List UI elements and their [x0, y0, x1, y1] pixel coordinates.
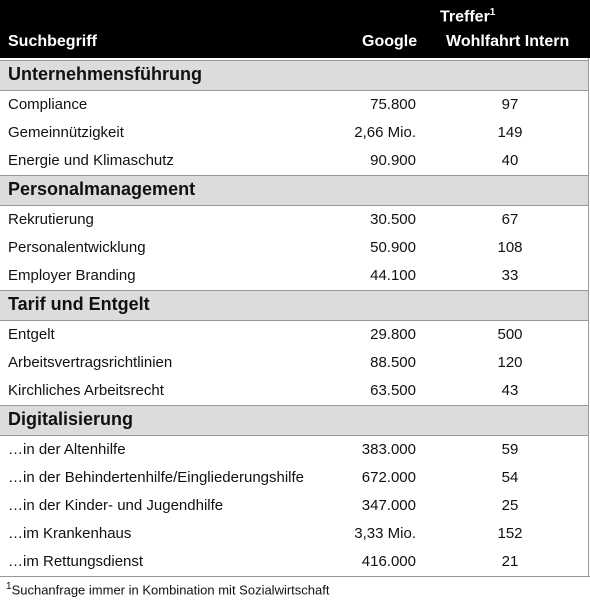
google-hits: 63.500: [370, 382, 416, 399]
row-label: Kirchliches Arbeitsrecht: [8, 382, 164, 399]
intern-hits: 500: [497, 326, 523, 343]
google-hits: 44.100: [370, 267, 416, 284]
column-header: Suchbegriff: [8, 33, 97, 50]
intern-hits: 21: [501, 553, 519, 570]
intern-hits: 152: [497, 525, 523, 542]
intern-hits: 67: [501, 211, 519, 228]
google-hits: 416.000: [361, 553, 416, 570]
google-hits: 30.500: [370, 211, 416, 228]
footnote-text: Suchanfrage immer in Kombination mit Soz…: [11, 582, 330, 598]
table-header: [0, 0, 590, 58]
section-row: [0, 290, 588, 321]
intern-hits: 120: [497, 354, 523, 371]
google-hits: 88.500: [370, 354, 416, 371]
footer-rule: [0, 576, 590, 577]
group-header: Treffer1: [440, 7, 495, 26]
row-label: …in der Behindertenhilfe/Eingliederungsh…: [8, 469, 305, 486]
google-hits: 75.800: [370, 96, 416, 113]
row-label: …im Krankenhaus: [8, 525, 132, 542]
footnote: 1Suchanfrage immer in Kombination mit So…: [6, 581, 329, 597]
google-hits: 672.000: [361, 469, 416, 486]
intern-hits: 108: [497, 239, 523, 256]
section-title: Digitalisierung: [8, 409, 134, 429]
intern-hits: 54: [501, 469, 519, 486]
section-title: Unternehmensführung: [8, 64, 203, 84]
group-title: Treffer: [440, 8, 490, 26]
row-label: …in der Kinder- und Jugendhilfe: [8, 497, 224, 514]
google-hits: 383.000: [361, 441, 416, 458]
row-label: Employer Branding: [8, 267, 136, 284]
section-row: [0, 60, 588, 91]
google-hits: 90.900: [370, 152, 416, 169]
footnote-marker: 1: [489, 7, 496, 18]
row-label: Personalentwicklung: [8, 239, 146, 256]
row-label: Compliance: [8, 96, 88, 113]
intern-hits: 33: [501, 267, 519, 284]
google-hits: 3,33 Mio.: [354, 525, 416, 542]
intern-hits: 97: [501, 96, 519, 113]
intern-hits: 59: [501, 441, 519, 458]
row-label: …im Rettungsdienst: [8, 553, 144, 570]
row-label: Energie und Klimaschutz: [8, 152, 174, 169]
intern-hits: 40: [501, 152, 519, 169]
intern-hits: 43: [501, 382, 519, 399]
google-hits: 50.900: [370, 239, 416, 256]
row-label: Entgelt: [8, 326, 55, 343]
right-border: [588, 58, 589, 576]
google-hits: 2,66 Mio.: [354, 124, 416, 141]
google-hits: 347.000: [361, 497, 416, 514]
row-label: …in der Altenhilfe: [8, 441, 126, 458]
column-header: Wohlfahrt Intern: [446, 33, 570, 50]
row-label: Gemeinnützigkeit: [8, 124, 124, 141]
google-hits: 29.800: [370, 326, 416, 343]
row-label: Arbeitsvertragsrichtlinien: [8, 354, 173, 371]
column-header: Google: [362, 33, 418, 50]
section-title: Personalmanagement: [8, 179, 196, 199]
section-row: [0, 405, 588, 436]
footnote-marker: 1: [6, 581, 12, 592]
section-title: Tarif und Entgelt: [8, 294, 150, 314]
intern-hits: 25: [501, 497, 519, 514]
intern-hits: 149: [497, 124, 523, 141]
row-label: Rekrutierung: [8, 211, 94, 228]
section-row: [0, 175, 588, 206]
